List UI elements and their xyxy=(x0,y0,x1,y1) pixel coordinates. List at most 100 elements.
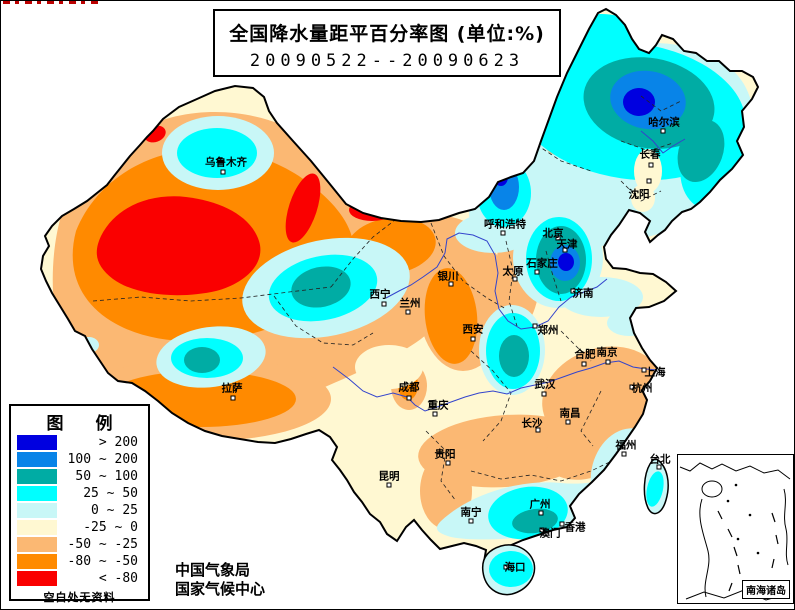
city-marker xyxy=(405,309,411,315)
city-marker xyxy=(445,460,451,466)
city-marker xyxy=(539,527,545,533)
source-line2: 国家气候中心 xyxy=(175,580,266,598)
city-marker xyxy=(470,336,476,342)
city-marker xyxy=(220,169,226,175)
city-marker xyxy=(646,178,652,184)
legend-swatch xyxy=(17,435,57,450)
china-border xyxy=(39,7,760,573)
city-label: 澳门 xyxy=(540,527,561,540)
city-label: 南宁 xyxy=(461,506,482,519)
city-label: 西安 xyxy=(463,323,484,336)
city-marker xyxy=(532,323,538,329)
legend-swatch xyxy=(17,452,57,467)
city-label: 台北 xyxy=(650,453,671,466)
city-label: 长春 xyxy=(640,148,661,161)
contour-region xyxy=(285,173,321,243)
city-label: 哈尔滨 xyxy=(648,116,680,129)
contour-region xyxy=(96,196,261,296)
legend-label: 50 ~ 100 xyxy=(75,469,138,484)
city-label: 贵阳 xyxy=(435,448,456,461)
hainan-island xyxy=(481,544,536,596)
city-label: 西宁 xyxy=(370,288,391,301)
city-marker xyxy=(535,427,541,433)
legend-label: -80 ~ -50 xyxy=(67,554,138,569)
source-attribution: 中国气象局 国家气候中心 xyxy=(175,561,265,599)
contour-region xyxy=(677,120,725,182)
contour-region xyxy=(631,184,655,212)
city-label: 天津 xyxy=(557,238,578,251)
contour-region xyxy=(489,164,519,210)
legend-swatch xyxy=(17,537,57,552)
city-label: 呼和浩特 xyxy=(484,218,526,231)
contour-region xyxy=(291,266,351,308)
south-china-sea-inset: 南海诸岛 xyxy=(677,454,794,604)
legend-title: 图 例 xyxy=(46,414,113,434)
city-marker xyxy=(386,482,392,488)
yellow-river xyxy=(385,232,608,330)
city-label: 南京 xyxy=(597,346,618,359)
contour-region xyxy=(177,128,257,178)
legend-swatch xyxy=(17,520,57,535)
inset-east-coast xyxy=(783,488,789,566)
yangtze-river xyxy=(332,360,658,412)
city-marker xyxy=(656,464,662,470)
city-marker xyxy=(503,564,509,570)
city-label: 长沙 xyxy=(522,417,543,430)
legend-row: 50 ~ 100 xyxy=(17,468,142,485)
city-marker xyxy=(605,359,611,365)
legend-row: 100 ~ 200 xyxy=(17,451,142,468)
city-marker xyxy=(559,521,565,527)
city-label: 香港 xyxy=(564,521,586,534)
legend-swatch xyxy=(17,571,57,586)
inset-vietnam-coast xyxy=(699,498,710,598)
rivers xyxy=(332,130,686,412)
city-marker xyxy=(555,235,561,241)
inset-hainan xyxy=(701,480,723,498)
city-label: 昆明 xyxy=(379,471,400,483)
city-label: 北京 xyxy=(543,227,564,240)
contour-region xyxy=(542,346,664,446)
city-marker xyxy=(581,361,587,367)
city-label: 兰州 xyxy=(400,297,421,310)
city-marker xyxy=(641,367,647,373)
contour-region xyxy=(454,133,482,165)
city-label: 武汉 xyxy=(535,378,556,391)
title-box: 全国降水量距平百分率图 (单位:%) 20090522--20090623 xyxy=(213,9,561,77)
legend-row: > 200 xyxy=(17,434,142,451)
city-marker xyxy=(562,247,568,253)
legend-footnote: 空白处无资料 xyxy=(43,591,116,604)
city-label: 福州 xyxy=(615,439,637,452)
city-marker xyxy=(468,518,474,524)
city-marker xyxy=(381,301,387,307)
legend-swatch xyxy=(17,503,57,518)
city-label: 广州 xyxy=(530,498,551,511)
legend-label: > 200 xyxy=(98,435,138,450)
city-marker xyxy=(538,510,544,516)
city-label: 沈阳 xyxy=(629,188,650,201)
legend-label: < -80 xyxy=(98,571,138,586)
city-label: 济南 xyxy=(573,287,594,300)
legend-row: 0 ~ 25 xyxy=(17,502,142,519)
legend-row: -50 ~ -25 xyxy=(17,536,142,553)
legend-label: 0 ~ 25 xyxy=(91,503,138,518)
city-marker xyxy=(629,384,635,390)
city-label: 郑州 xyxy=(538,324,559,337)
legend-swatch xyxy=(17,554,57,569)
city-marker xyxy=(500,230,506,236)
legend-rows: > 200 100 ~ 200 50 ~ 100 25 ~ 50 0 ~ 25 -25 ~… xyxy=(11,434,148,587)
city-label: 拉萨 xyxy=(222,382,243,395)
legend-swatch xyxy=(17,486,57,501)
city-marker xyxy=(621,451,627,457)
contour-region xyxy=(499,335,529,377)
inset-islands xyxy=(726,483,760,555)
city-label: 海口 xyxy=(505,561,526,574)
city-label: 石家庄 xyxy=(525,257,558,270)
city-marker xyxy=(660,128,666,134)
map-title: 全国降水量距平百分率图 (单位:%) xyxy=(229,23,545,45)
contour-region xyxy=(558,253,574,271)
songhua-river xyxy=(640,130,686,154)
legend-label: -25 ~ 0 xyxy=(83,520,138,535)
